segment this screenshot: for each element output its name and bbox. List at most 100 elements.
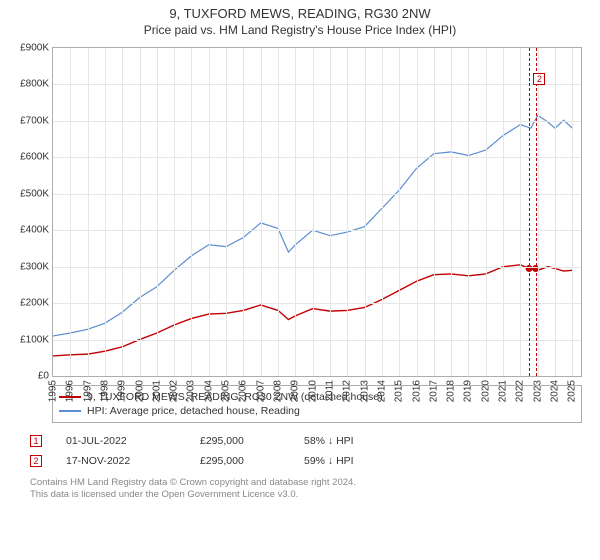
transaction-marker: 2 [30, 455, 42, 467]
footer-attribution: Contains HM Land Registry data © Crown c… [30, 477, 582, 502]
x-axis-label: 1996 [65, 380, 76, 402]
gridline-v [278, 48, 279, 376]
x-axis-label: 2016 [411, 380, 422, 402]
gridline-v [226, 48, 227, 376]
gridline-v [174, 48, 175, 376]
x-axis-label: 2007 [255, 380, 266, 402]
gridline-h [53, 121, 581, 122]
sale-vline [536, 48, 537, 376]
gridline-v [417, 48, 418, 376]
x-axis-label: 2019 [463, 380, 474, 402]
chart-title-line1: 9, TUXFORD MEWS, READING, RG30 2NW [0, 0, 600, 21]
sale-vline [529, 48, 530, 376]
gridline-h [53, 340, 581, 341]
transaction-row: 2 17-NOV-2022 £295,000 59% ↓ HPI [30, 451, 582, 471]
x-axis-label: 1998 [99, 380, 110, 402]
gridline-v [520, 48, 521, 376]
x-axis-label: 2023 [532, 380, 543, 402]
legend-label: 9, TUXFORD MEWS, READING, RG30 2NW (deta… [87, 391, 383, 403]
chart-area: £0£100K£200K£300K£400K£500K£600K£700K£80… [52, 47, 582, 377]
gridline-v [555, 48, 556, 376]
gridline-h [53, 84, 581, 85]
transaction-price: £295,000 [200, 455, 280, 467]
gridline-v [209, 48, 210, 376]
y-axis-label: £800K [20, 79, 49, 90]
x-axis-label: 2008 [273, 380, 284, 402]
x-axis-label: 2022 [515, 380, 526, 402]
x-axis-label: 2015 [394, 380, 405, 402]
x-axis-label: 2025 [567, 380, 578, 402]
x-axis-label: 2012 [342, 380, 353, 402]
gridline-h [53, 267, 581, 268]
x-axis-label: 2002 [169, 380, 180, 402]
legend-swatch [59, 410, 81, 412]
y-axis-label: £400K [20, 225, 49, 236]
transaction-marker: 1 [30, 435, 42, 447]
gridline-h [53, 230, 581, 231]
gridline-v [399, 48, 400, 376]
transaction-pct: 58% ↓ HPI [304, 435, 404, 447]
footer-line1: Contains HM Land Registry data © Crown c… [30, 477, 582, 489]
gridline-v [88, 48, 89, 376]
gridline-v [70, 48, 71, 376]
x-axis-label: 2011 [324, 380, 335, 402]
gridline-v [365, 48, 366, 376]
y-axis-label: £200K [20, 298, 49, 309]
x-axis-label: 1995 [48, 380, 59, 402]
gridline-v [313, 48, 314, 376]
y-axis-label: £900K [20, 43, 49, 54]
gridline-v [503, 48, 504, 376]
chart-title-line2: Price paid vs. HM Land Registry's House … [0, 21, 600, 37]
x-axis-label: 2003 [186, 380, 197, 402]
gridline-v [157, 48, 158, 376]
gridline-v [261, 48, 262, 376]
x-axis-label: 2009 [290, 380, 301, 402]
gridline-v [382, 48, 383, 376]
transaction-table: 1 01-JUL-2022 £295,000 58% ↓ HPI 2 17-NOV-202… [30, 431, 582, 471]
gridline-v [330, 48, 331, 376]
x-axis-label: 2021 [498, 380, 509, 402]
x-axis-label: 2006 [238, 380, 249, 402]
gridline-v [451, 48, 452, 376]
y-axis-label: £600K [20, 152, 49, 163]
x-axis-label: 2024 [550, 380, 561, 402]
x-axis-label: 2020 [480, 380, 491, 402]
chart-lines-svg [53, 48, 581, 376]
gridline-v [486, 48, 487, 376]
y-axis-label: £500K [20, 188, 49, 199]
plot-region: £0£100K£200K£300K£400K£500K£600K£700K£80… [52, 47, 582, 377]
x-axis-label: 1999 [117, 380, 128, 402]
gridline-v [538, 48, 539, 376]
x-axis-label: 2000 [134, 380, 145, 402]
transaction-row: 1 01-JUL-2022 £295,000 58% ↓ HPI [30, 431, 582, 451]
gridline-v [191, 48, 192, 376]
y-axis-label: £100K [20, 334, 49, 345]
gridline-v [105, 48, 106, 376]
y-axis-label: £300K [20, 261, 49, 272]
gridline-h [53, 157, 581, 158]
x-axis-label: 2013 [359, 380, 370, 402]
gridline-v [572, 48, 573, 376]
transaction-date: 01-JUL-2022 [66, 435, 176, 447]
sale-callout-box: 2 [533, 73, 545, 85]
x-axis-label: 2018 [446, 380, 457, 402]
gridline-v [122, 48, 123, 376]
x-axis-label: 2001 [151, 380, 162, 402]
x-axis-label: 2017 [428, 380, 439, 402]
legend-label: HPI: Average price, detached house, Read… [87, 405, 300, 417]
transaction-price: £295,000 [200, 435, 280, 447]
legend-item: HPI: Average price, detached house, Read… [59, 404, 575, 418]
x-axis-label: 1997 [82, 380, 93, 402]
gridline-h [53, 303, 581, 304]
x-axis-label: 2005 [221, 380, 232, 402]
gridline-h [53, 194, 581, 195]
x-axis-label: 2004 [203, 380, 214, 402]
transaction-pct: 59% ↓ HPI [304, 455, 404, 467]
transaction-date: 17-NOV-2022 [66, 455, 176, 467]
gridline-v [468, 48, 469, 376]
gridline-v [243, 48, 244, 376]
gridline-v [434, 48, 435, 376]
y-axis-label: £700K [20, 115, 49, 126]
gridline-v [347, 48, 348, 376]
x-axis-label: 2010 [307, 380, 318, 402]
